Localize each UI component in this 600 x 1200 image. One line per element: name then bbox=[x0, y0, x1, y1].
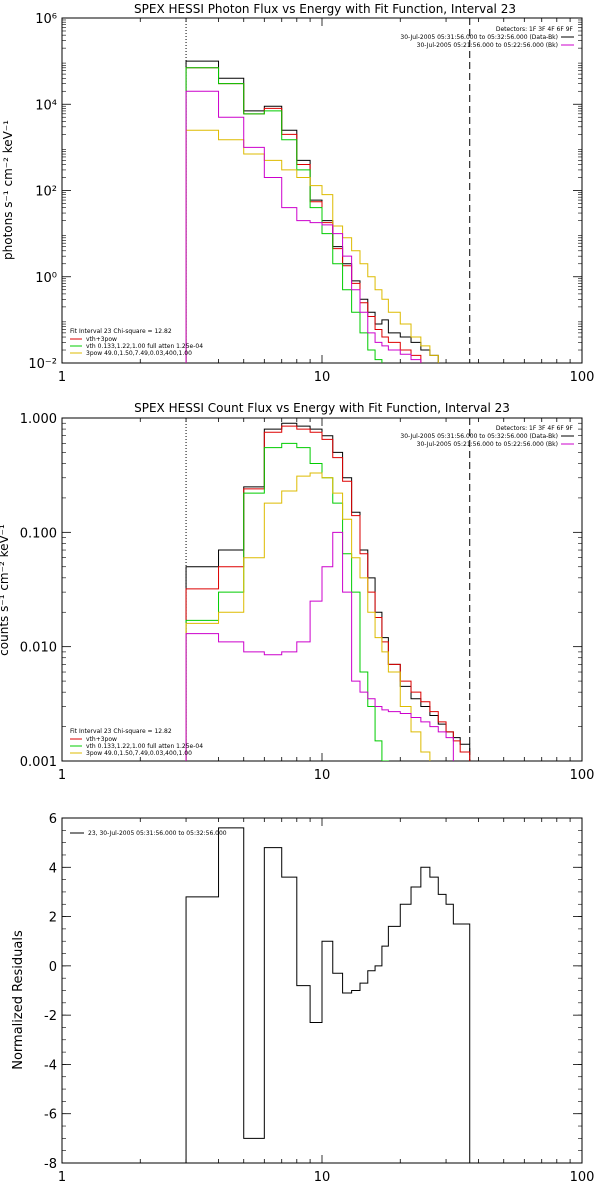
count-flux-series-3-line bbox=[185, 472, 431, 761]
count-flux-y-tick-label: 0.001 bbox=[20, 755, 57, 770]
photon-flux-legend-fit-title: Fit Interval 23 Chi-square = 12.82 bbox=[70, 328, 172, 335]
photon-flux-plot-area bbox=[62, 17, 582, 364]
photon-flux-y-tick-label: 10⁰ bbox=[35, 271, 57, 286]
count-flux-legend-vth: vth 0.133,1.22,1.00 full atten 1.25e-04 bbox=[86, 743, 203, 750]
count-flux-plot-area bbox=[62, 417, 582, 762]
count-flux-series-4-line bbox=[185, 531, 454, 761]
photon-flux-y-tick-label: 10² bbox=[35, 185, 57, 200]
photon-flux-legend-detectors: Detectors: 1F 3F 4F 6F 9F bbox=[496, 26, 574, 33]
photon-flux-x-tick-label: 1 bbox=[58, 370, 66, 385]
count-flux-y-tick-label: 0.010 bbox=[20, 641, 57, 656]
residuals-series-group bbox=[185, 827, 471, 1163]
photon-flux-ylabel: photons s⁻¹ cm⁻² keV⁻¹ bbox=[1, 120, 15, 260]
count-flux-series-0-line bbox=[185, 422, 471, 761]
residuals-panel: Normalized Residuals 1 10 100-8-6-4-20246 … bbox=[11, 812, 594, 1185]
residuals-ylabel: Normalized Residuals bbox=[11, 930, 26, 1070]
count-flux-x-tick-label: 10 bbox=[314, 768, 331, 783]
residuals-plot-area bbox=[62, 817, 582, 1164]
residuals-tick-labels: 1 10 100 -8 -6 -4 -2 0 2 4 6 bbox=[44, 812, 594, 1185]
count-flux-y-tick-label: 1.000 bbox=[20, 412, 57, 427]
count-flux-legend-data-bk: 30-Jul-2005 05:31:56.000 to 05:32:56.000… bbox=[400, 433, 558, 440]
photon-flux-series-group bbox=[185, 60, 439, 363]
photon-flux-legend-bk: 30-Jul-2005 05:21:56.000 to 05:22:56.000… bbox=[417, 42, 558, 49]
residuals-y-tick-label: 0 bbox=[49, 960, 57, 975]
photon-flux-legend-vth: vth 0.133,1.22,1.00 full atten 1.25e-04 bbox=[86, 343, 203, 350]
residuals-x-tick-label: 1 bbox=[58, 1170, 66, 1185]
count-flux-title: SPEX HESSI Count Flux vs Energy with Fit… bbox=[134, 401, 510, 415]
photon-flux-x-tick-label: 100 bbox=[570, 370, 595, 385]
photon-flux-series-4-line bbox=[185, 90, 422, 363]
count-flux-ylabel: counts s⁻¹ cm⁻² keV⁻¹ bbox=[0, 524, 11, 656]
photon-flux-y-tick-label: 10⁴ bbox=[35, 98, 57, 113]
residuals-y-tick-label: 4 bbox=[49, 861, 57, 876]
photon-flux-legend-data-bk: 30-Jul-2005 05:31:56.000 to 05:32:56.000… bbox=[400, 34, 558, 41]
residuals-y-tick-label: -2 bbox=[44, 1009, 57, 1024]
photon-flux-tick-labels: 1 10 100 10⁻² 10⁰ 10² 10⁴ 10⁶ bbox=[28, 12, 594, 385]
photon-flux-y-tick-label: 10⁶ bbox=[35, 12, 57, 27]
residuals-legend-label: 23, 30-Jul-2005 05:31:56.000 to 05:32:56… bbox=[88, 830, 227, 837]
residuals-series-0-line bbox=[185, 827, 471, 1163]
count-flux-tick-labels: 1 10 100 0.001 0.010 0.100 1.000 bbox=[20, 412, 595, 783]
count-flux-legend-3pow: 3pow 49.0,1.50,7.49,0.03,400,1.00 bbox=[86, 750, 192, 757]
photon-flux-y-tick-label: 10⁻² bbox=[28, 357, 57, 372]
residuals-y-tick-label: 2 bbox=[49, 911, 57, 926]
photon-flux-series-3-line bbox=[185, 129, 439, 363]
count-flux-x-tick-label: 100 bbox=[570, 768, 595, 783]
count-flux-series-2-line bbox=[185, 442, 389, 761]
count-flux-legend-detectors: Detectors: 1F 3F 4F 6F 9F bbox=[496, 425, 574, 432]
photon-flux-series-1-line bbox=[185, 67, 422, 363]
residuals-y-tick-label: 6 bbox=[49, 812, 57, 827]
photon-flux-legend-3pow: 3pow 49.0,1.50,7.49,0.03,400,1.00 bbox=[86, 350, 192, 357]
photon-flux-title: SPEX HESSI Photon Flux vs Energy with Fi… bbox=[134, 2, 516, 16]
residuals-x-tick-label: 100 bbox=[570, 1170, 595, 1185]
count-flux-y-tick-label: 0.100 bbox=[20, 526, 57, 541]
count-flux-panel: SPEX HESSI Count Flux vs Energy with Fit… bbox=[0, 401, 595, 783]
residuals-x-tick-label: 10 bbox=[314, 1170, 331, 1185]
residuals-y-tick-label: -8 bbox=[44, 1157, 57, 1172]
photon-flux-x-tick-label: 10 bbox=[314, 370, 331, 385]
count-flux-legend-bk: 30-Jul-2005 05:21:56.000 to 05:22:56.000… bbox=[417, 441, 558, 448]
photon-flux-panel: SPEX HESSI Photon Flux vs Energy with Fi… bbox=[1, 2, 594, 385]
count-flux-legend-fit-title: Fit Interval 23 Chi-square = 12.82 bbox=[70, 728, 172, 735]
count-flux-legend-vth3pow: vth+3pow bbox=[86, 736, 117, 743]
residuals-y-tick-label: -4 bbox=[44, 1058, 57, 1073]
count-flux-series-group bbox=[185, 422, 471, 761]
count-flux-x-tick-label: 1 bbox=[58, 768, 66, 783]
count-flux-series-1-line bbox=[185, 425, 471, 761]
residuals-y-tick-label: -6 bbox=[44, 1108, 57, 1123]
photon-flux-legend-vth3pow: vth+3pow bbox=[86, 336, 117, 343]
photon-flux-series-2-line bbox=[185, 67, 383, 363]
